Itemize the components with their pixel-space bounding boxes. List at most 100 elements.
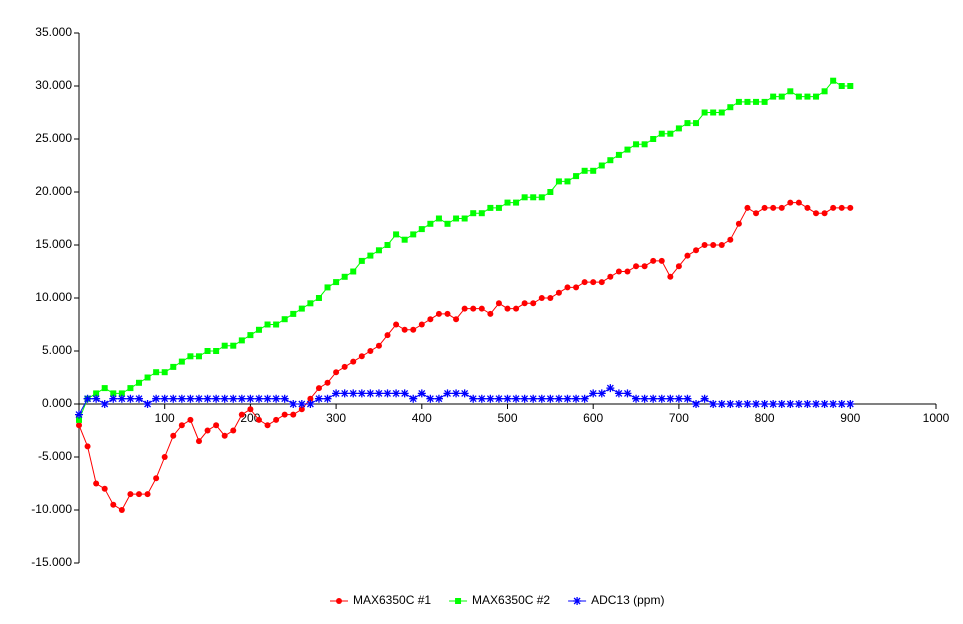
data-point — [769, 400, 778, 408]
data-point — [624, 268, 631, 275]
data-point — [401, 326, 408, 333]
data-point — [204, 348, 211, 354]
data-point — [212, 394, 221, 403]
data-point — [743, 400, 752, 408]
data-point — [375, 247, 382, 254]
data-point — [838, 83, 845, 89]
data-point — [778, 93, 785, 100]
data-point — [804, 93, 811, 100]
data-point — [254, 394, 263, 403]
data-point — [400, 389, 409, 398]
data-point — [127, 385, 134, 392]
data-point — [435, 215, 442, 222]
data-point — [177, 394, 186, 403]
data-point — [470, 305, 477, 312]
data-point — [607, 273, 614, 280]
data-point — [710, 242, 717, 248]
data-point — [350, 268, 357, 275]
data-point — [590, 279, 597, 286]
data-point — [478, 210, 485, 217]
data-point — [195, 353, 202, 360]
data-point — [357, 389, 366, 398]
data-point — [127, 491, 134, 498]
data-point — [564, 178, 571, 185]
data-point — [333, 369, 340, 376]
data-point — [230, 342, 237, 349]
data-point — [487, 310, 494, 317]
data-point — [341, 273, 348, 280]
data-point — [847, 83, 854, 89]
data-point — [674, 394, 683, 403]
y-tick-label: 5.000 — [42, 343, 72, 357]
data-point — [281, 316, 288, 323]
data-point — [701, 109, 708, 116]
data-point — [340, 389, 349, 398]
y-tick-label: 20.000 — [35, 184, 72, 198]
data-point — [264, 321, 271, 328]
data-point — [306, 400, 315, 408]
data-point — [204, 427, 211, 434]
data-point — [427, 316, 434, 323]
x-tick-label: 700 — [669, 411, 689, 425]
data-point — [307, 300, 314, 307]
data-point — [307, 395, 314, 402]
data-point — [597, 389, 606, 398]
data-point — [812, 400, 821, 408]
data-point — [529, 394, 538, 403]
data-point — [554, 394, 563, 403]
data-point — [770, 93, 777, 100]
data-point — [727, 104, 734, 111]
data-point — [384, 242, 391, 248]
data-point — [100, 400, 109, 408]
data-point — [650, 136, 657, 142]
data-point — [409, 394, 418, 403]
data-point — [273, 416, 280, 423]
data-point — [794, 400, 803, 408]
data-point — [290, 411, 297, 418]
data-point — [503, 394, 512, 403]
data-point — [753, 98, 760, 105]
data-point — [273, 321, 280, 328]
data-point — [580, 394, 589, 403]
data-point — [641, 263, 648, 270]
data-point — [641, 141, 648, 148]
data-point — [657, 394, 666, 403]
data-point — [101, 485, 108, 492]
data-point — [494, 394, 503, 403]
data-point — [461, 215, 468, 222]
data-point — [624, 146, 631, 153]
data-point — [633, 263, 640, 270]
data-point — [787, 88, 794, 95]
data-point — [469, 394, 478, 403]
data-point — [203, 394, 212, 403]
data-point — [315, 385, 322, 392]
x-tick-label: 300 — [326, 411, 346, 425]
data-point — [247, 332, 254, 339]
data-point — [170, 432, 177, 439]
data-point — [478, 305, 485, 312]
data-point — [410, 326, 417, 333]
series-line — [78, 80, 851, 421]
data-point — [495, 300, 502, 307]
data-point — [693, 247, 700, 254]
data-point — [520, 394, 529, 403]
x-tick-label: 100 — [155, 411, 175, 425]
data-point — [821, 88, 828, 95]
data-point — [263, 394, 272, 403]
data-point — [289, 400, 298, 408]
data-point — [734, 400, 743, 408]
data-point — [804, 204, 811, 211]
data-point — [803, 400, 812, 408]
legend-label: MAX6350C #1 — [353, 593, 431, 607]
data-point — [230, 427, 237, 434]
data-point — [194, 394, 203, 403]
data-point — [110, 501, 117, 508]
data-point — [237, 394, 246, 403]
data-point — [350, 358, 357, 365]
data-point — [410, 231, 417, 238]
data-point — [238, 411, 245, 418]
data-point — [829, 400, 838, 408]
data-point — [444, 220, 451, 227]
data-point — [134, 394, 143, 403]
data-point — [358, 353, 365, 360]
